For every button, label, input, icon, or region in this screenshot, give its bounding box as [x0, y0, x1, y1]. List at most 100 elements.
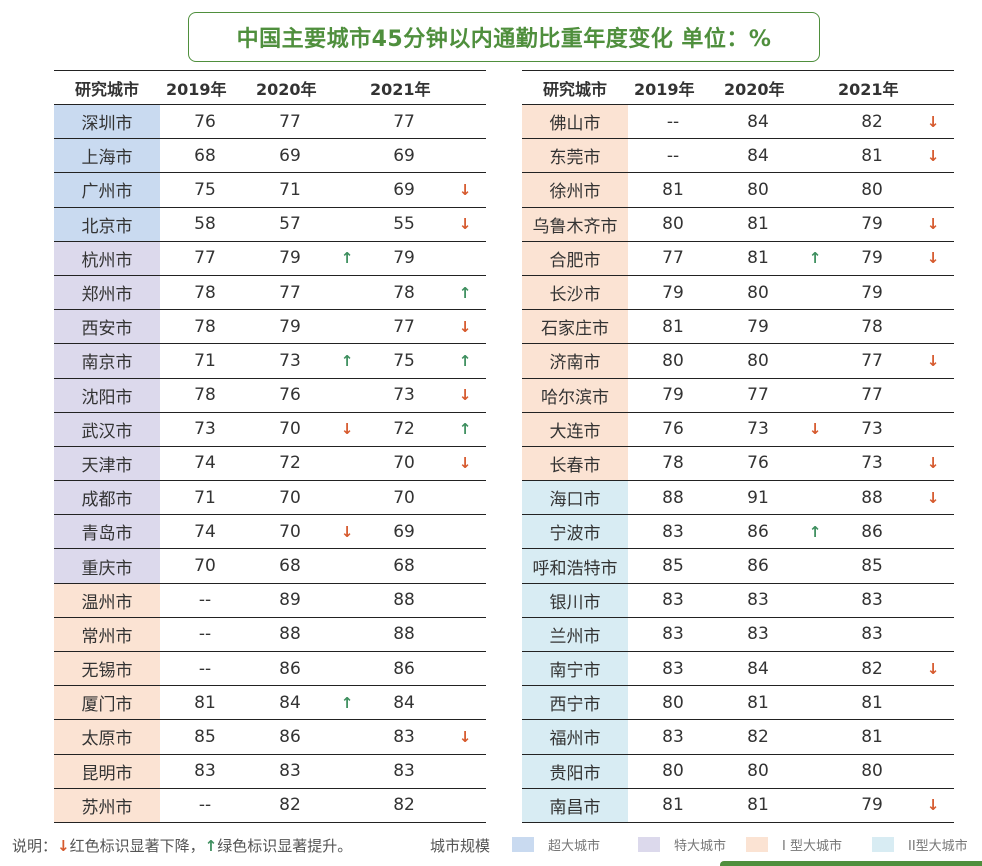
- arrow-2021-empty: [444, 104, 487, 140]
- value-2019: 83: [628, 583, 718, 618]
- city-cell: 厦门市: [54, 685, 160, 721]
- down-arrow-icon: ↓: [458, 454, 472, 473]
- value-2020: 70: [250, 480, 330, 516]
- down-arrow-icon: ↓: [926, 215, 940, 234]
- down-arrow-icon: ↓: [926, 659, 940, 678]
- note-red-text: 红色标识显著下降，: [69, 837, 205, 855]
- arrow-2021-up: ↑: [444, 275, 487, 311]
- value-2019: 83: [628, 514, 718, 550]
- value-2020: 86: [718, 514, 798, 550]
- table-row: 上海市 68 69 69: [54, 138, 487, 174]
- city-cell: 石家庄市: [522, 309, 628, 345]
- arrow-2020-empty: [330, 548, 365, 584]
- city-cell: 南京市: [54, 343, 160, 379]
- table-row: 苏州市 -- 82 82: [54, 788, 487, 823]
- table-row: 南宁市 83 84 82 ↓: [522, 651, 955, 687]
- value-2019: 78: [160, 309, 250, 345]
- value-2021: 77: [364, 104, 445, 140]
- table-row: 青岛市 74 70 ↓ 69: [54, 514, 487, 550]
- down-arrow-icon: ↓: [57, 837, 70, 855]
- city-cell: 广州市: [54, 172, 160, 208]
- table-row: 西宁市 80 81 81: [522, 685, 955, 721]
- value-2020: 72: [250, 446, 330, 482]
- value-2019: 77: [628, 241, 718, 276]
- down-arrow-icon: ↓: [458, 180, 472, 199]
- up-arrow-icon: ↑: [340, 351, 354, 370]
- value-2019: 76: [628, 412, 718, 447]
- table-row: 大连市 76 73 ↓ 73: [522, 412, 955, 447]
- table-row: 常州市 -- 88 88: [54, 617, 487, 653]
- value-2020: 79: [250, 309, 330, 345]
- value-2021: 72: [364, 412, 445, 447]
- value-2021: 79: [832, 207, 913, 242]
- arrow-2021-empty: [912, 412, 955, 447]
- table-row: 银川市 83 83 83: [522, 583, 955, 618]
- value-2021: 79: [364, 241, 445, 276]
- value-2019: 83: [160, 754, 250, 789]
- value-2019: 83: [628, 617, 718, 653]
- value-2020: 81: [718, 788, 798, 823]
- arrow-2020-empty: [330, 788, 365, 823]
- arrow-2020-empty: [330, 754, 365, 789]
- arrow-2020-empty: [330, 309, 365, 345]
- arrow-2021-empty: [912, 514, 955, 550]
- value-2019: --: [160, 788, 250, 823]
- arrow-2021-down: ↓: [912, 104, 955, 140]
- note-green-text: 绿色标识显著提升。: [217, 837, 353, 855]
- up-arrow-icon: ↑: [204, 837, 218, 855]
- legend-swatch: [638, 837, 660, 852]
- table-row: 重庆市 70 68 68: [54, 548, 487, 584]
- value-2020: 79: [718, 309, 798, 345]
- arrow-2021-down: ↓: [444, 378, 487, 413]
- value-2020: 86: [718, 548, 798, 584]
- city-cell: 太原市: [54, 719, 160, 755]
- arrow-2021-empty: [912, 754, 955, 789]
- value-2020: 84: [718, 651, 798, 687]
- scale-label: 城市规模: [430, 837, 491, 855]
- header-2019: 2019年: [160, 70, 250, 105]
- city-cell: 宁波市: [522, 514, 628, 550]
- city-cell: 佛山市: [522, 104, 628, 140]
- value-2019: 80: [628, 207, 718, 242]
- value-2019: 80: [628, 685, 718, 721]
- up-arrow-icon: ↑: [808, 522, 822, 541]
- down-arrow-icon: ↓: [926, 351, 940, 370]
- city-cell: 深圳市: [54, 104, 160, 140]
- value-2021: 83: [832, 617, 913, 653]
- table-row: 天津市 74 72 70 ↓: [54, 446, 487, 482]
- value-2020: 68: [250, 548, 330, 584]
- city-cell: 昆明市: [54, 754, 160, 789]
- value-2020: 83: [718, 617, 798, 653]
- value-2021: 86: [364, 651, 445, 687]
- city-cell: 成都市: [54, 480, 160, 516]
- table-row: 宁波市 83 86 ↑ 86: [522, 514, 955, 550]
- arrow-2020-empty: [798, 378, 833, 413]
- arrow-2021-empty: [444, 754, 487, 789]
- value-2021: 73: [364, 378, 445, 413]
- value-2021: 77: [832, 378, 913, 413]
- city-cell: 呼和浩特市: [522, 548, 628, 584]
- legend-label: II型大城市: [908, 839, 968, 854]
- arrow-2020-empty: [330, 583, 365, 618]
- city-cell: 青岛市: [54, 514, 160, 550]
- legend-swatch: [746, 837, 768, 852]
- value-2021: 73: [832, 412, 913, 447]
- table-row: 杭州市 77 79 ↑ 79: [54, 241, 487, 276]
- table-header-row: 研究城市 2019年 2020年 2021年: [522, 70, 955, 105]
- arrow-2020-empty: [798, 617, 833, 653]
- city-cell: 福州市: [522, 719, 628, 755]
- value-2019: --: [628, 138, 718, 174]
- table-row: 南京市 71 73 ↑ 75 ↑: [54, 343, 487, 379]
- table-row: 无锡市 -- 86 86: [54, 651, 487, 687]
- value-2021: 82: [832, 651, 913, 687]
- arrow-2020-empty: [330, 275, 365, 311]
- table-row: 长沙市 79 80 79: [522, 275, 955, 311]
- city-cell: 郑州市: [54, 275, 160, 311]
- arrow-2020-empty: [798, 583, 833, 618]
- table-row: 合肥市 77 81 ↑ 79 ↓: [522, 241, 955, 276]
- arrow-2020-empty: [798, 343, 833, 379]
- arrow-2021-empty: [444, 138, 487, 174]
- value-2021: 77: [832, 343, 913, 379]
- table-row: 哈尔滨市 79 77 77: [522, 378, 955, 413]
- value-2020: 81: [718, 685, 798, 721]
